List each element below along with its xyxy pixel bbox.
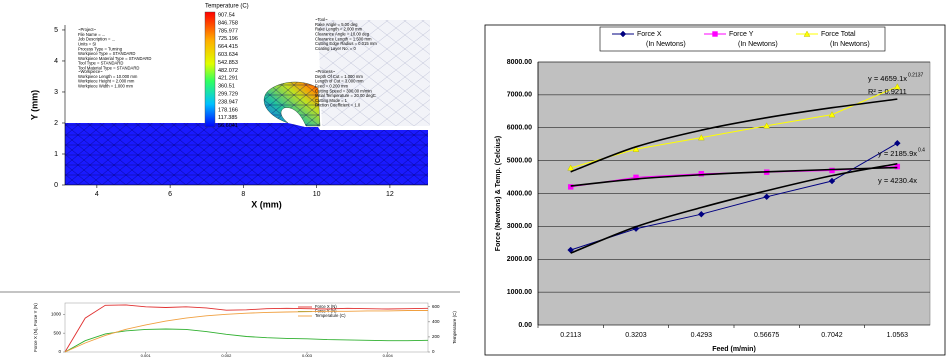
y-tick-label: 3000.00 (507, 223, 532, 230)
colorbar-label: 603.634 (218, 52, 238, 58)
colorbar-label: 542.853 (218, 60, 238, 66)
y2-tick-label: 600 (432, 304, 440, 309)
x-tick-label: 1.0563 (887, 332, 909, 339)
y-tick-label: 2 (54, 120, 58, 127)
x-tick-label: 0.3203 (625, 332, 647, 339)
plot-frame (65, 303, 428, 352)
y-tick-label: 8000.00 (507, 59, 532, 66)
y-tick-label: 5000.00 (507, 157, 532, 164)
x-axis-title: Feed (m/min) (712, 346, 756, 353)
composite-figure: 4681012012345X (mm)Y (mm)Temperature (C)… (0, 0, 949, 358)
y-axis-title: Force X (N), Force Y (N) (33, 303, 38, 352)
colorbar-label: 421.291 (218, 76, 238, 82)
x-tick-label: 8 (241, 191, 245, 198)
info-text: Workpiece Width = 1.000 mm (78, 84, 133, 89)
colorbar-label: 299.729 (218, 91, 238, 97)
y-axis-title: Force (Newtons) & Temp. (Celcius) (495, 136, 502, 251)
y-tick-label: 6000.00 (507, 125, 532, 132)
y2-tick-label: 400 (432, 319, 440, 324)
y2-tick-label: 200 (432, 334, 440, 339)
series-line (65, 329, 428, 352)
x-tick-label: 0.4293 (691, 332, 713, 339)
colorbar-label: 846.758 (218, 20, 238, 26)
series-line (65, 305, 428, 352)
x-tick-label: 6 (168, 191, 172, 198)
info-text: Coating Layer No. = 0 (315, 46, 357, 51)
y-tick-label: 500 (53, 330, 61, 335)
x-axis-title: X (mm) (251, 199, 282, 209)
info-text: Friction Coefficient = 1.0 (315, 103, 361, 108)
colorbar-label: 785.977 (218, 28, 238, 34)
annotation: R² = 0.9211 (868, 87, 907, 96)
y-axis-title: Y (mm) (29, 90, 39, 120)
annotation-exponent: 0.2137 (908, 72, 924, 78)
y2-axis-title: Temperature (C) (452, 311, 457, 344)
colorbar-label: 238.947 (218, 99, 238, 105)
colorbar-label: 117.385 (218, 115, 237, 121)
colorbar-label: 664.415 (218, 44, 238, 50)
annotation-exponent: 0.4 (918, 147, 925, 153)
x-tick-label: 10 (313, 191, 321, 198)
simulation-mesh (65, 12, 430, 185)
y-tick-label: 4 (54, 58, 58, 65)
y-tick-label: 0.00 (518, 322, 532, 329)
annotation: y = 4230.4x (878, 176, 917, 185)
x-tick-label: 12 (386, 191, 394, 198)
y2-tick-label: 0 (432, 349, 435, 354)
y-tick-label: 2000.00 (507, 256, 532, 263)
y-tick-label: 1 (54, 151, 58, 158)
x-tick-label: 0.002 (221, 353, 232, 358)
legend-unit: (In Newtons) (646, 41, 686, 48)
colorbar-label: 725.196 (218, 36, 238, 42)
legend-unit: (In Newtons) (830, 41, 870, 48)
x-tick-label: 0.2113 (560, 332, 581, 339)
x-tick-label: 0.001 (141, 353, 152, 358)
marker (713, 32, 718, 37)
legend-label: Temperature (C) (315, 313, 346, 318)
y-tick-label: 0 (54, 182, 58, 189)
y-tick-label: 4000.00 (507, 190, 532, 197)
annotation: y = 2185.9x (878, 149, 917, 158)
legend-label: Force Y (729, 31, 754, 38)
y-tick-label: 3 (54, 89, 58, 96)
colorbar-label: 56.6041 (218, 123, 238, 129)
x-tick-label: 0.004 (383, 353, 394, 358)
chip-mesh (264, 82, 320, 126)
y-tick-label: 1000.00 (507, 289, 532, 296)
x-tick-label: 0.003 (302, 353, 313, 358)
colorbar-label: 178.166 (218, 107, 238, 113)
colorbar-label: 360.51 (218, 84, 235, 90)
colorbar-label: 482.072 (218, 68, 238, 74)
colorbar-title: Temperature (C) (205, 4, 249, 10)
series-line (65, 311, 428, 353)
x-tick-label: 0.7042 (821, 332, 843, 339)
y-tick-label: 5 (54, 27, 58, 34)
y-tick-label: 7000.00 (507, 92, 532, 99)
legend-unit: (In Newtons) (738, 41, 778, 48)
x-tick-label: 0.56675 (754, 332, 779, 339)
legend-label: Force X (637, 31, 662, 38)
y-tick-label: 0 (58, 349, 61, 354)
x-tick-label: 4 (95, 191, 99, 198)
legend-label: Force Total (821, 31, 856, 38)
annotation: y = 4659.1x (868, 74, 907, 83)
colorbar-label: 907.54 (218, 12, 235, 18)
y-tick-label: 1000 (51, 311, 62, 316)
workpiece-mesh (65, 123, 428, 185)
colorbar (205, 12, 215, 127)
